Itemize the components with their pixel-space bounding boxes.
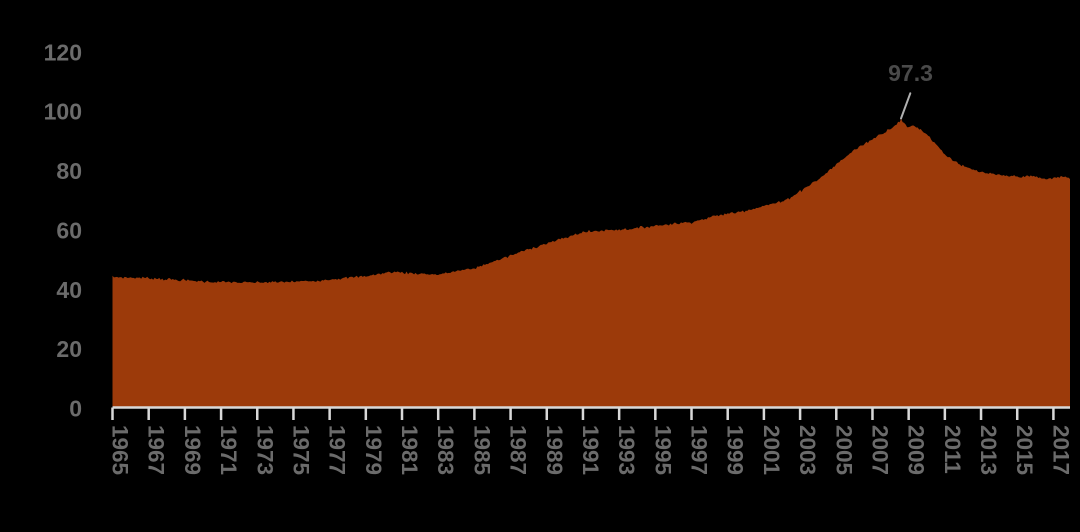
svg-text:1987: 1987 xyxy=(506,425,531,475)
svg-text:20: 20 xyxy=(56,336,82,362)
svg-text:1979: 1979 xyxy=(361,425,386,475)
svg-text:2003: 2003 xyxy=(795,425,820,475)
svg-text:40: 40 xyxy=(56,277,82,303)
svg-text:1989: 1989 xyxy=(542,425,567,475)
svg-text:1999: 1999 xyxy=(723,425,748,475)
svg-text:1981: 1981 xyxy=(397,425,422,475)
svg-text:1971: 1971 xyxy=(216,425,241,475)
svg-text:2001: 2001 xyxy=(759,425,784,475)
svg-text:1991: 1991 xyxy=(578,425,603,475)
svg-text:2017: 2017 xyxy=(1048,425,1073,475)
svg-text:1969: 1969 xyxy=(180,425,205,475)
svg-text:120: 120 xyxy=(44,39,82,65)
svg-text:1975: 1975 xyxy=(288,425,313,475)
svg-text:80: 80 xyxy=(56,158,82,184)
svg-text:0: 0 xyxy=(69,396,82,422)
svg-text:97.3: 97.3 xyxy=(888,60,933,86)
svg-text:60: 60 xyxy=(56,217,82,243)
svg-text:2013: 2013 xyxy=(976,425,1001,475)
svg-text:1997: 1997 xyxy=(687,425,712,475)
svg-text:1973: 1973 xyxy=(252,425,277,475)
svg-text:1993: 1993 xyxy=(614,425,639,475)
svg-text:2015: 2015 xyxy=(1012,425,1037,475)
svg-text:2009: 2009 xyxy=(904,425,929,475)
svg-text:1983: 1983 xyxy=(433,425,458,475)
svg-text:1965: 1965 xyxy=(108,425,133,475)
svg-text:1977: 1977 xyxy=(325,425,350,475)
svg-text:1967: 1967 xyxy=(144,425,169,475)
svg-text:100: 100 xyxy=(44,99,82,125)
svg-text:2011: 2011 xyxy=(940,425,965,474)
svg-text:1995: 1995 xyxy=(650,425,675,475)
svg-text:2005: 2005 xyxy=(831,425,856,475)
svg-text:2007: 2007 xyxy=(867,425,892,475)
svg-text:1985: 1985 xyxy=(469,425,494,475)
